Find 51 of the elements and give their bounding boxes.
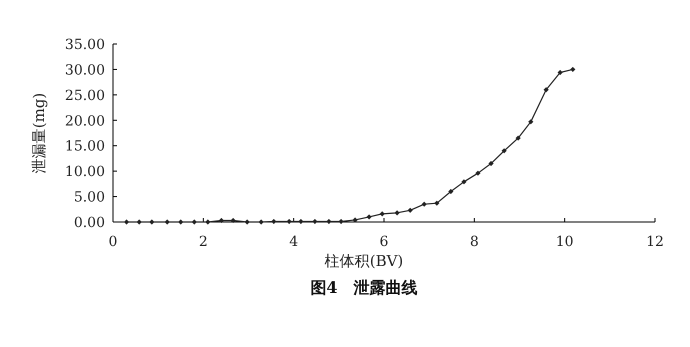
point xyxy=(448,188,454,194)
x-tick-label: 12 xyxy=(646,234,664,250)
y-tick-label: 5.00 xyxy=(74,190,105,206)
point xyxy=(380,211,385,216)
point xyxy=(461,179,467,184)
point xyxy=(558,70,563,76)
point xyxy=(271,218,276,224)
point xyxy=(192,219,197,225)
point xyxy=(312,218,318,224)
y-tick-label: 10.00 xyxy=(64,164,105,180)
text: 图4 泄露曲线 xyxy=(310,278,418,297)
point xyxy=(408,208,413,213)
point xyxy=(366,214,372,220)
point xyxy=(516,135,521,141)
point xyxy=(422,202,427,207)
y-tick-label: 15.00 xyxy=(64,138,105,155)
point xyxy=(326,218,332,224)
point xyxy=(218,218,224,224)
y-tick-label: 0.00 xyxy=(74,215,105,231)
point xyxy=(394,210,400,216)
point xyxy=(124,219,130,225)
x-tick-label: 6 xyxy=(380,234,389,250)
point xyxy=(544,87,549,92)
x-tick-label: 2 xyxy=(198,234,208,250)
point xyxy=(434,200,440,206)
point xyxy=(570,66,576,72)
y-tick-label: 30.00 xyxy=(64,62,105,78)
point xyxy=(136,219,142,225)
point xyxy=(298,218,304,224)
x-tick-label: 8 xyxy=(470,234,479,250)
y-tick-label: 20.00 xyxy=(64,113,105,130)
x-tick-label: 4 xyxy=(289,234,298,250)
point xyxy=(230,218,236,224)
y-tick-label: 35.00 xyxy=(64,37,105,53)
point xyxy=(352,217,358,223)
point xyxy=(258,219,264,225)
point xyxy=(164,219,170,225)
point xyxy=(475,170,481,176)
y-axis-title: 泄漏量(mg) xyxy=(30,92,48,174)
point xyxy=(205,219,210,225)
point xyxy=(286,218,292,224)
point xyxy=(149,219,154,225)
y-tick-label: 25.00 xyxy=(64,88,105,104)
x-tick-label: 10 xyxy=(556,234,574,250)
point xyxy=(488,160,494,166)
point xyxy=(528,119,534,124)
point xyxy=(244,219,250,225)
x-axis-title: 柱体积(BV) xyxy=(324,252,404,270)
x-tick-label: 0 xyxy=(108,234,118,250)
point xyxy=(178,219,184,225)
point xyxy=(502,148,507,154)
